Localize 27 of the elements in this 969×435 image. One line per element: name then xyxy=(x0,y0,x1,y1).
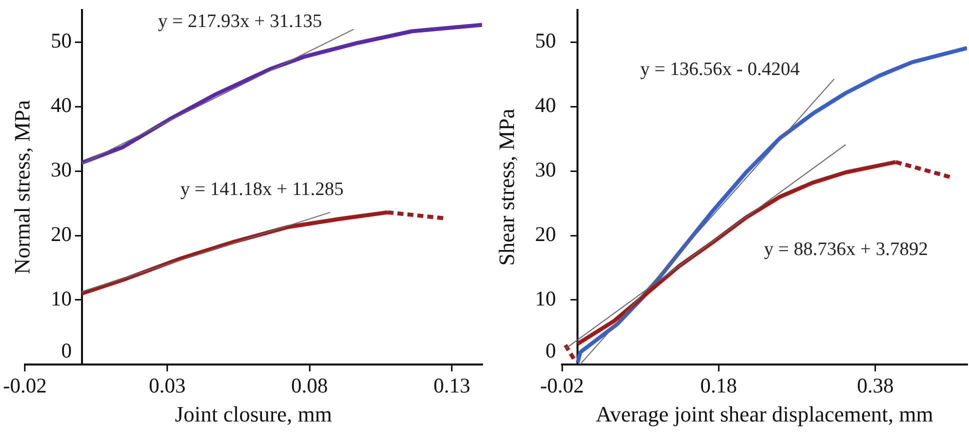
x-axis-title: Average joint shear displacement, mm xyxy=(596,402,934,427)
x-tick-label: 0.38 xyxy=(856,374,894,398)
x-tick-label: 0.03 xyxy=(148,374,186,398)
x-axis-title: Joint closure, mm xyxy=(174,402,332,427)
y-tick-label: 20 xyxy=(535,222,556,246)
x-tick-label: 0.18 xyxy=(700,374,738,398)
y-tick-label: 40 xyxy=(535,93,556,118)
y-tick-label: 10 xyxy=(535,286,556,310)
y-tick-label: 50 xyxy=(50,28,72,53)
y-axis-title: Shear stress, MPa xyxy=(494,108,519,266)
y-axis-title: Normal stress, MPa xyxy=(10,100,35,274)
x-tick-label: 0.08 xyxy=(291,374,328,398)
y-tick-label: 40 xyxy=(50,93,72,118)
x-tick-label: 0.13 xyxy=(433,374,470,398)
y-tick-label: 0 xyxy=(61,338,72,362)
y-tick-label: 20 xyxy=(50,222,72,246)
y-tick-label: 30 xyxy=(50,158,72,182)
y-tick-label: 0 xyxy=(546,338,556,362)
annotation: y = 88.736x + 3.7892 xyxy=(764,238,928,260)
annotation: y = 141.18x + 11.285 xyxy=(180,178,344,200)
y-tick-label: 50 xyxy=(535,28,556,53)
annotation: y = 217.93x + 31.135 xyxy=(158,10,322,32)
x-tick-label: -0.02 xyxy=(2,374,47,398)
y-tick-label: 30 xyxy=(535,158,556,182)
y-tick-label: 10 xyxy=(50,286,72,310)
annotation: y = 136.56x - 0.4204 xyxy=(640,58,800,80)
x-tick-label: -0.02 xyxy=(540,374,584,398)
